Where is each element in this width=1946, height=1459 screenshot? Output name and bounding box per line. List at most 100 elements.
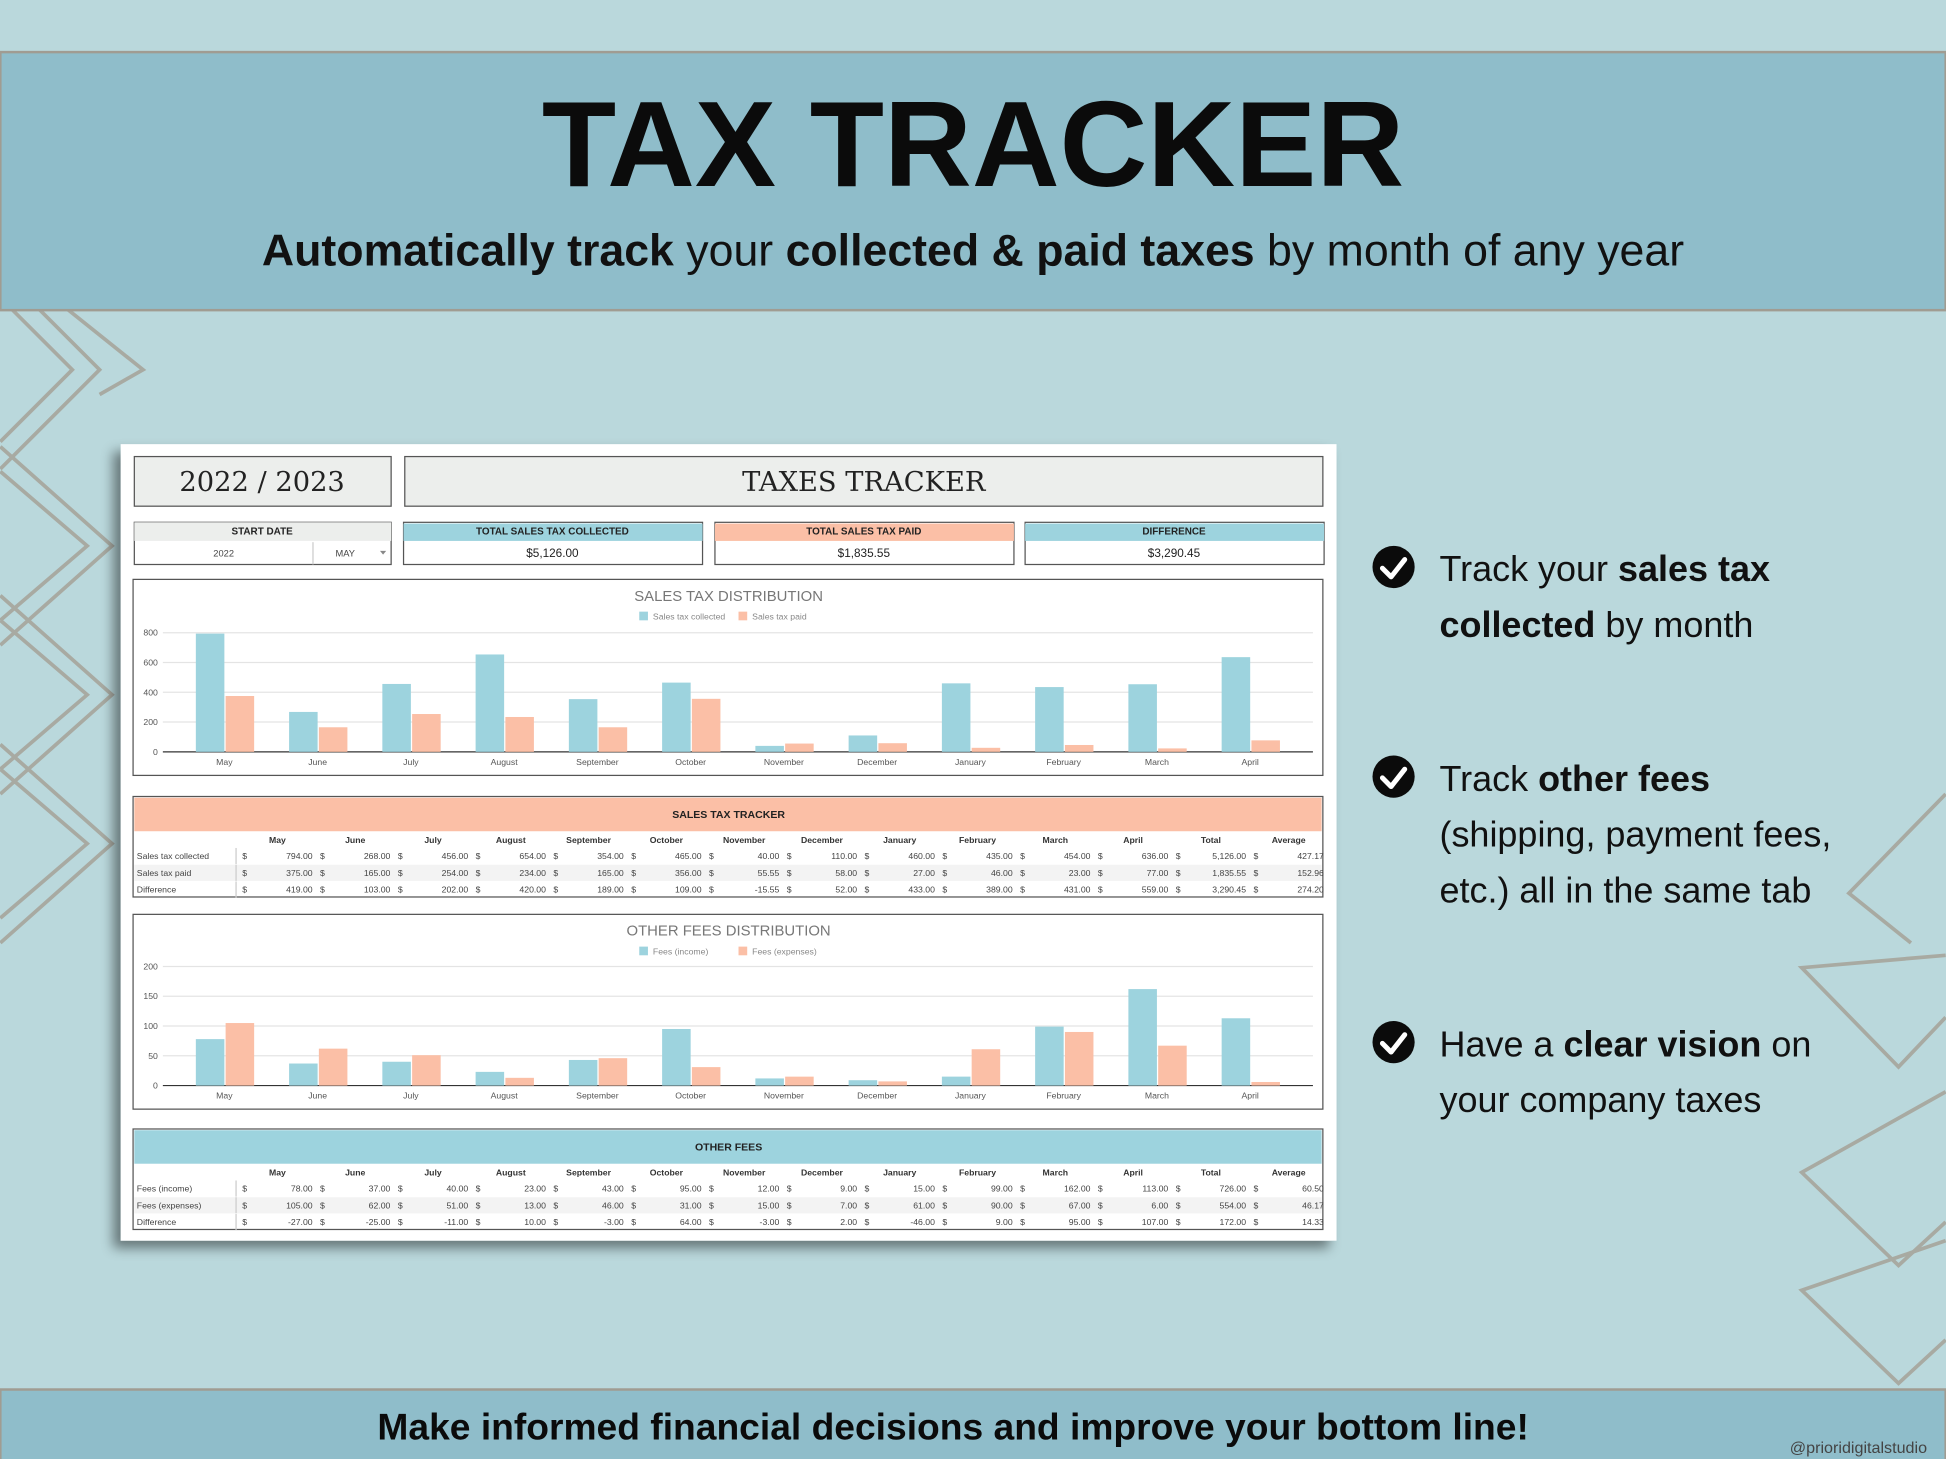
currency-symbol: $ (398, 1200, 403, 1210)
bar (785, 743, 814, 752)
table-cell: 6.00 (1151, 1200, 1168, 1210)
text-segment: by month of any year (1255, 226, 1685, 275)
table-header (134, 797, 1322, 832)
start-date-label: START DATE (231, 527, 293, 538)
currency-symbol: $ (1176, 885, 1181, 895)
legend-label: Sales tax collected (653, 612, 725, 622)
table-cell: 354.00 (597, 851, 624, 861)
currency-symbol: $ (553, 868, 558, 878)
table-cell: 454.00 (1064, 851, 1091, 861)
bar (1221, 657, 1251, 752)
x-tick-label: December (857, 1090, 897, 1100)
text-segment: other fees (1538, 757, 1710, 798)
feature-line: your company taxes (1439, 1079, 1761, 1120)
x-tick-label: October (675, 757, 706, 767)
currency-symbol: $ (942, 1200, 947, 1210)
column-header: February (959, 1167, 996, 1177)
y-tick-label: 0 (153, 747, 158, 757)
x-tick-label: June (308, 757, 327, 767)
table-cell: 78.00 (291, 1184, 313, 1194)
currency-symbol: $ (1254, 1217, 1259, 1227)
currency-symbol: $ (787, 1200, 792, 1210)
bar (878, 743, 907, 752)
currency-symbol: $ (631, 885, 636, 895)
currency-symbol: $ (631, 1200, 636, 1210)
y-tick-label: 200 (143, 717, 158, 727)
year-box (133, 455, 392, 507)
table-cell: 10.00 (524, 1217, 546, 1227)
x-tick-label: March (1145, 1090, 1169, 1100)
text-segment: sales tax (1618, 548, 1770, 589)
currency-symbol: $ (1176, 851, 1181, 861)
bar (1251, 1081, 1280, 1086)
table-cell: 3,290.45 (1212, 885, 1246, 895)
row-label: Difference (137, 1217, 177, 1227)
currency-symbol: $ (865, 1217, 870, 1227)
table-cell: 356.00 (675, 868, 702, 878)
table-title: OTHER FEES (695, 1142, 762, 1154)
column-header: February (959, 835, 996, 845)
bar (289, 711, 318, 752)
table-cell: 105.00 (286, 1200, 313, 1210)
table-cell: 14.33 (1302, 1217, 1324, 1227)
currency-symbol: $ (320, 1184, 325, 1194)
feature-line: Have a clear vision on (1439, 1023, 1811, 1064)
bar (755, 1078, 784, 1086)
bar (475, 654, 505, 752)
column-header: September (566, 1167, 611, 1177)
table-title: SALES TAX TRACKER (672, 809, 785, 821)
column-header: October (650, 835, 684, 845)
x-tick-label: January (955, 757, 987, 767)
table-cell: 99.00 (991, 1184, 1013, 1194)
bar (568, 699, 598, 752)
table-cell: 375.00 (286, 868, 313, 878)
currency-symbol: $ (709, 1200, 714, 1210)
summary-value: $3,290.45 (1148, 547, 1201, 560)
legend-swatch (738, 946, 748, 956)
table-cell: 1,835.55 (1212, 868, 1246, 878)
table-cell: -27.00 (288, 1217, 313, 1227)
table-cell: 103.00 (364, 885, 391, 895)
currency-symbol: $ (398, 851, 403, 861)
currency-symbol: $ (242, 851, 247, 861)
table-cell: -25.00 (366, 1217, 391, 1227)
bar (382, 683, 411, 752)
currency-symbol: $ (1254, 851, 1259, 861)
table-cell: 189.00 (597, 885, 624, 895)
currency-symbol: $ (709, 868, 714, 878)
text-segment: on (1761, 1023, 1811, 1064)
currency-symbol: $ (1176, 1200, 1181, 1210)
summary-label: TOTAL SALES TAX PAID (806, 527, 921, 538)
text-segment: collected (1439, 604, 1595, 645)
bar (691, 1067, 721, 1086)
table-cell: 23.00 (1069, 868, 1091, 878)
bar (225, 1023, 255, 1086)
bar (412, 714, 441, 752)
x-tick-label: December (857, 757, 897, 767)
column-header: October (650, 1167, 684, 1177)
currency-symbol: $ (787, 1217, 792, 1227)
check-mark (1379, 766, 1408, 790)
column-header: August (496, 835, 526, 845)
table-cell: 13.00 (524, 1200, 546, 1210)
table-cell: 12.00 (758, 1184, 780, 1194)
text-segment: Automatically track (262, 226, 674, 275)
start-date-header (134, 522, 392, 541)
check-icon (1372, 755, 1415, 798)
table-cell: 27.00 (913, 868, 935, 878)
dropdown-arrow[interactable] (379, 550, 387, 555)
table-cell: 435.00 (986, 851, 1013, 861)
currency-symbol: $ (631, 851, 636, 861)
check-mark (1379, 1032, 1408, 1055)
bar (1064, 744, 1094, 752)
x-tick-label: March (1145, 757, 1169, 767)
x-tick-label: January (955, 1090, 987, 1100)
column-header: June (345, 835, 365, 845)
summary-card-header (1025, 523, 1325, 541)
table-cell: 456.00 (442, 851, 469, 861)
start-month[interactable]: MAY (335, 548, 354, 558)
x-tick-label: July (403, 757, 419, 767)
bar (662, 682, 691, 752)
table-cell: 58.00 (835, 868, 857, 878)
currency-symbol: $ (553, 1184, 558, 1194)
